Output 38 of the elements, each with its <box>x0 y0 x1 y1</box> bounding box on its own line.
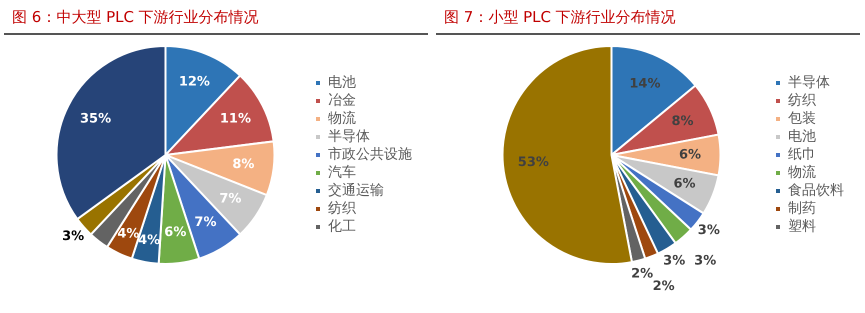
legend-label: 市政公共设施 <box>328 146 412 163</box>
legend-label: 纺织 <box>788 92 816 109</box>
chart-title: 图 7：小型 PLC 下游行业分布情况 <box>436 0 860 35</box>
data-label: 14% <box>629 76 660 92</box>
chart-title: 图 6：中大型 PLC 下游行业分布情况 <box>4 0 428 35</box>
legend-label: 化工 <box>328 218 356 235</box>
data-label: 6% <box>164 225 186 240</box>
legend-label: 纺织 <box>328 200 356 217</box>
data-label: 12% <box>178 74 210 90</box>
data-label: 2% <box>652 279 675 294</box>
legend-label: 食品饮料 <box>788 182 844 199</box>
data-label: 2% <box>631 266 654 282</box>
legend-label: 塑料 <box>788 218 816 235</box>
data-label: 8% <box>232 157 254 172</box>
data-label: 53% <box>518 154 549 170</box>
legend-label: 制药 <box>788 200 816 217</box>
legend-label: 电池 <box>328 74 356 91</box>
legend-label: 纸巾 <box>788 146 816 163</box>
data-label: 3% <box>663 253 686 268</box>
legend-label: 冶金 <box>328 92 356 109</box>
data-label: 3% <box>698 222 720 238</box>
legend-label: 物流 <box>328 110 356 127</box>
legend-label: 电池 <box>788 128 816 145</box>
data-label: 3% <box>62 228 84 244</box>
legend-label: 包装 <box>788 110 816 127</box>
legend-label: 物流 <box>788 164 816 181</box>
data-label: 6% <box>673 176 696 192</box>
legend-label: 半导体 <box>788 74 830 91</box>
data-label: 4% <box>117 226 140 242</box>
data-label: 8% <box>671 114 694 129</box>
data-label: 3% <box>694 254 716 269</box>
data-label: 35% <box>80 112 112 127</box>
legend-label: 汽车 <box>328 164 356 181</box>
data-label: 7% <box>194 214 216 230</box>
legend-label: 半导体 <box>328 128 370 145</box>
data-label: 11% <box>220 112 251 127</box>
data-label: 6% <box>678 147 702 162</box>
legend-label: 交通运输 <box>328 182 384 199</box>
